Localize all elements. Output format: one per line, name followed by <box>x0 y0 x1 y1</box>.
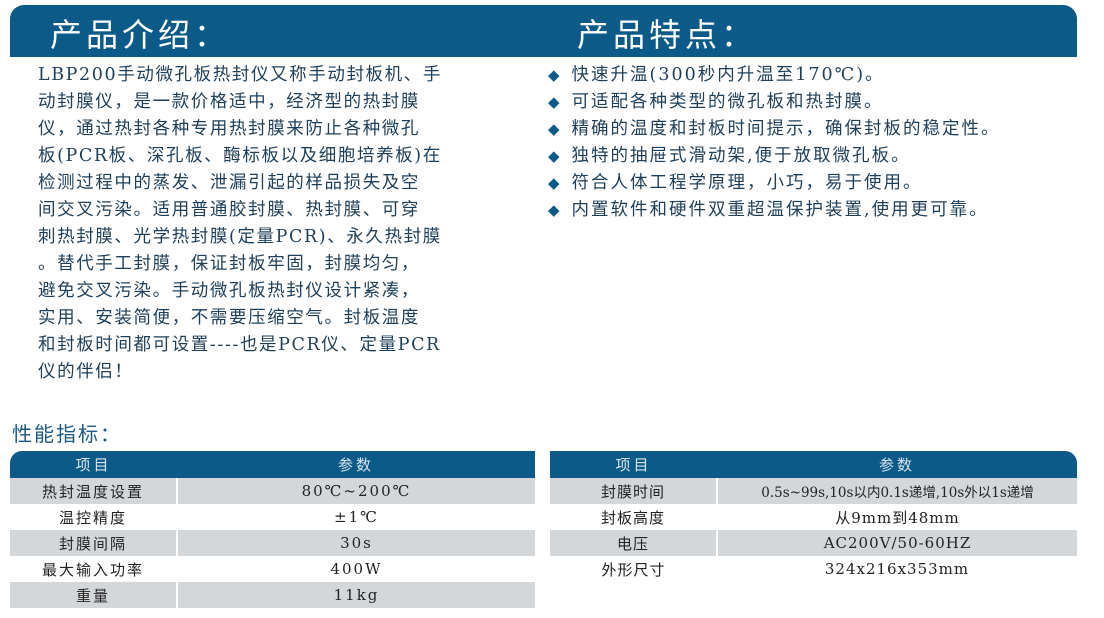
column-header: 项目 <box>10 451 177 478</box>
feature-item: ◆ 精确的温度和封板时间提示，确保封板的稳定性。 <box>548 116 1001 143</box>
cell-value: 400W <box>330 560 383 578</box>
feature-text: 独特的抽屉式滑动架,便于放取微孔板。 <box>571 146 911 166</box>
feature-text: 可适配各种类型的微孔板和热封膜。 <box>571 92 884 112</box>
feature-item: ◆ 内置软件和硬件双重超温保护装置,使用更可靠。 <box>548 197 1001 224</box>
feature-item: ◆ 独特的抽屉式滑动架,便于放取微孔板。 <box>548 143 1001 170</box>
cell-item: 热封温度设置 <box>10 478 178 504</box>
intro-text: LBP200手动微孔板热封仪又称手动封板机、手 动封膜仪，是一款价格适中，经济型… <box>38 62 533 386</box>
cell-value: 从9mm到48mm <box>835 508 960 527</box>
intro-line: 和封板时间都可设置----也是PCR仪、定量PCR <box>38 335 441 355</box>
intro-line: 刺热封膜、光学热封膜(定量PCR)、永久热封膜 <box>38 227 442 247</box>
feature-text: 快速升温(300秒内升温至170℃)。 <box>571 65 885 85</box>
diamond-bullet-icon: ◆ <box>548 66 562 84</box>
spec-table-right: 项目 参数 封膜时间 0.5s~99s,10s以内0.1s递增,10s外以1s递增 … <box>550 451 1077 582</box>
diamond-bullet-icon: ◆ <box>548 174 562 192</box>
intro-line: 检测过程中的蒸发、泄漏引起的样品损失及空 <box>38 173 420 193</box>
cell-item: 重量 <box>10 582 178 608</box>
diamond-bullet-icon: ◆ <box>548 201 562 219</box>
column-header: 参数 <box>717 451 1077 478</box>
cell-item: 电压 <box>550 530 718 556</box>
table-row: 重量 11kg <box>10 582 535 608</box>
cell-value: AC200V/50-60HZ <box>717 530 1077 556</box>
diamond-bullet-icon: ◆ <box>548 147 562 165</box>
cell-value: ±1℃ <box>334 508 379 526</box>
table-row: 电压 AC200V/50-60HZ <box>550 530 1077 556</box>
intro-line: 板(PCR板、深孔板、酶标板以及细胞培养板)在 <box>38 146 442 166</box>
table-row: 封板高度 从9mm到48mm <box>550 504 1077 530</box>
cell-value: 0.5s~99s,10s以内0.1s递增,10s外以1s递增 <box>717 478 1077 504</box>
feature-item: ◆ 快速升温(300秒内升温至170℃)。 <box>548 62 1001 89</box>
cell-item: 封膜时间 <box>550 478 718 504</box>
performance-title: 性能指标： <box>12 422 122 446</box>
cell-value: 30s <box>177 530 535 556</box>
table-row: 热封温度设置 80℃~200℃ <box>10 478 535 504</box>
table-row: 封膜间隔 30s <box>10 530 535 556</box>
intro-line: 。替代手工封膜，保证封板牢固，封膜均匀， <box>38 254 420 274</box>
diamond-bullet-icon: ◆ <box>548 93 562 111</box>
feature-item: ◆ 可适配各种类型的微孔板和热封膜。 <box>548 89 1001 116</box>
intro-line: 避免交叉污染。手动微孔板热封仪设计紧凑， <box>38 281 420 301</box>
diamond-bullet-icon: ◆ <box>548 120 562 138</box>
feature-item: ◆ 符合人体工程学原理，小巧，易于使用。 <box>548 170 1001 197</box>
table-row: 温控精度 ±1℃ <box>10 504 535 530</box>
cell-value: 324x216x353mm <box>824 560 970 578</box>
feature-text: 内置软件和硬件双重超温保护装置,使用更可靠。 <box>571 200 989 220</box>
table-row: 外形尺寸 324x216x353mm <box>550 556 1077 582</box>
intro-line: LBP200手动微孔板热封仪又称手动封板机、手 <box>38 65 442 85</box>
header-bar: 产品介绍： 产品特点： <box>10 5 1077 57</box>
table-row: 最大输入功率 400W <box>10 556 535 582</box>
column-header: 项目 <box>550 451 717 478</box>
features-list: ◆ 快速升温(300秒内升温至170℃)。 ◆ 可适配各种类型的微孔板和热封膜。 ◆… <box>548 62 1001 224</box>
cell-value: 11kg <box>177 582 535 608</box>
intro-line: 间交叉污染。适用普通胶封膜、热封膜、可穿 <box>38 200 420 220</box>
intro-line: 动封膜仪，是一款价格适中，经济型的热封膜 <box>38 92 420 112</box>
feature-text: 精确的温度和封板时间提示，确保封板的稳定性。 <box>571 119 1001 139</box>
cell-item: 封板高度 <box>550 504 718 530</box>
spec-table-left: 项目 参数 热封温度设置 80℃~200℃ 温控精度 ±1℃ 封膜间隔 30s 最大输入… <box>10 451 535 608</box>
intro-line: 实用、安装简便，不需要压缩空气。封板温度 <box>38 308 420 328</box>
features-title: 产品特点： <box>577 16 758 54</box>
cell-value: 80℃~200℃ <box>177 478 535 504</box>
intro-title: 产品介绍： <box>50 16 231 54</box>
table-row: 封膜时间 0.5s~99s,10s以内0.1s递增,10s外以1s递增 <box>550 478 1077 504</box>
intro-line: 仪的伴侣！ <box>38 362 134 382</box>
column-header: 参数 <box>177 451 535 478</box>
cell-item: 温控精度 <box>10 504 178 530</box>
feature-text: 符合人体工程学原理，小巧，易于使用。 <box>571 173 923 193</box>
cell-item: 外形尺寸 <box>601 560 666 579</box>
cell-item: 封膜间隔 <box>10 530 178 556</box>
intro-line: 仪，通过热封各种专用热封膜来防止各种微孔 <box>38 119 420 139</box>
cell-item: 最大输入功率 <box>10 556 178 582</box>
